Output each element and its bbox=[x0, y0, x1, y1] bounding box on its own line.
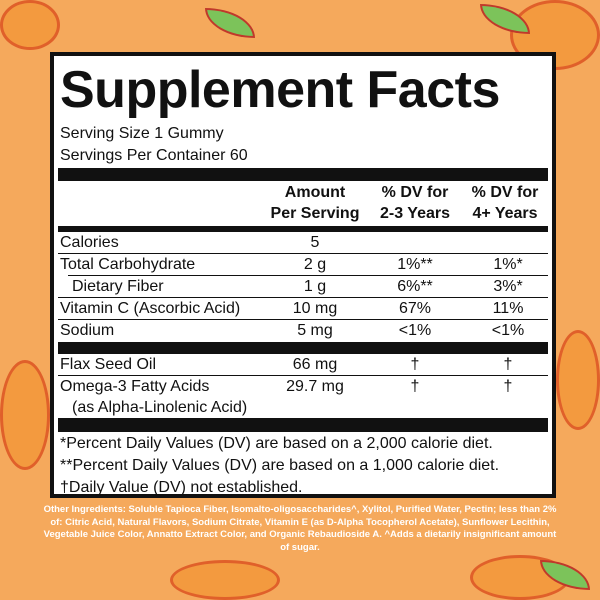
leaf-decoration bbox=[480, 4, 530, 34]
row-divider bbox=[68, 275, 548, 276]
orange-decoration bbox=[556, 330, 600, 430]
row-divider bbox=[58, 297, 548, 298]
other-ingredients: Other Ingredients: Soluble Tapioca Fiber… bbox=[43, 504, 557, 553]
nutrient-name: Sodium bbox=[60, 322, 115, 339]
divider-bar bbox=[58, 168, 548, 181]
table-row: Dietary Fiber 1 g 6%** 3%* bbox=[58, 276, 548, 297]
table-row: Flax Seed Oil 66 mg † † bbox=[58, 354, 548, 375]
footnote: †Daily Value (DV) not established. bbox=[60, 479, 303, 496]
dv-4: † bbox=[503, 378, 513, 395]
row-divider bbox=[58, 253, 548, 254]
dv-2-3: 1%** bbox=[397, 256, 433, 273]
dv-2-3: † bbox=[410, 378, 420, 395]
panel-title: Supplement Facts bbox=[60, 61, 500, 119]
divider-bar bbox=[58, 226, 548, 232]
table-row: Vitamin C (Ascorbic Acid) 10 mg 67% 11% bbox=[58, 298, 548, 319]
nutrient-subname: (as Alpha-Linolenic Acid) bbox=[72, 399, 248, 416]
servings-per-container: Servings Per Container 60 bbox=[60, 147, 248, 164]
dv-2-3: 6%** bbox=[397, 278, 433, 295]
dv-4: 11% bbox=[492, 300, 524, 317]
nutrient-name: Dietary Fiber bbox=[72, 278, 164, 295]
dv-2-3: <1% bbox=[398, 322, 432, 339]
nutrient-name: Omega-3 Fatty Acids bbox=[60, 378, 210, 395]
header-text: 4+ Years bbox=[472, 205, 538, 222]
amount: 5 bbox=[310, 234, 320, 251]
nutrient-name: Total Carbohydrate bbox=[60, 256, 196, 273]
table-row: Omega-3 Fatty Acids (as Alpha-Linolenic A… bbox=[58, 376, 548, 418]
dv-2-3: † bbox=[410, 356, 420, 373]
amount: 2 g bbox=[303, 256, 327, 273]
serving-size: Serving Size 1 Gummy bbox=[60, 125, 224, 142]
dv-2-3: 67% bbox=[398, 300, 432, 317]
amount: 10 mg bbox=[292, 300, 338, 317]
amount: 66 mg bbox=[292, 356, 338, 373]
footnote: *Percent Daily Values (DV) are based on … bbox=[60, 435, 493, 452]
leaf-decoration bbox=[205, 8, 255, 38]
amount: 5 mg bbox=[297, 322, 333, 339]
orange-decoration bbox=[0, 0, 60, 50]
header-text: 2-3 Years bbox=[380, 205, 450, 222]
header-text: % DV for bbox=[471, 184, 539, 201]
amount: 1 g bbox=[303, 278, 327, 295]
dv-4: † bbox=[503, 356, 513, 373]
row-divider bbox=[58, 319, 548, 320]
nutrient-name: Flax Seed Oil bbox=[60, 356, 157, 373]
table-row: Sodium 5 mg <1% <1% bbox=[58, 320, 548, 341]
header-dv-4: % DV for 4+ Years bbox=[460, 182, 550, 224]
amount: 29.7 mg bbox=[286, 378, 344, 395]
table-row: Calories 5 bbox=[58, 232, 548, 253]
table-row: Total Carbohydrate 2 g 1%** 1%* bbox=[58, 254, 548, 275]
dv-4: 1%* bbox=[493, 256, 523, 273]
header-dv-2-3: % DV for 2-3 Years bbox=[370, 182, 460, 224]
supplement-facts-panel: Supplement Facts Serving Size 1 Gummy Se… bbox=[50, 52, 556, 498]
header-amount: Amount Per Serving bbox=[260, 182, 370, 224]
header-text: Per Serving bbox=[270, 205, 360, 222]
divider-bar bbox=[58, 342, 548, 354]
dv-4: <1% bbox=[491, 322, 525, 339]
nutrient-name: Calories bbox=[60, 234, 119, 251]
footnote: **Percent Daily Values (DV) are based on… bbox=[60, 457, 500, 474]
header-text: Amount bbox=[284, 184, 346, 201]
dv-4: 3%* bbox=[493, 278, 523, 295]
row-divider bbox=[58, 375, 548, 376]
header-text: % DV for bbox=[381, 184, 449, 201]
divider-bar bbox=[58, 418, 548, 432]
orange-decoration bbox=[170, 560, 280, 600]
orange-decoration bbox=[0, 360, 50, 470]
nutrient-name: Vitamin C (Ascorbic Acid) bbox=[60, 300, 241, 317]
